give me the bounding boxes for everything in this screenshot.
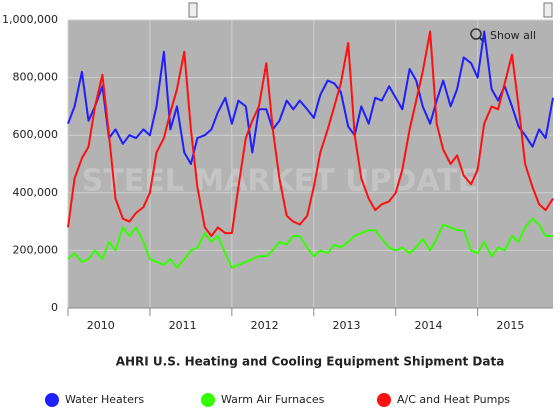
series-line: [67, 217, 553, 269]
chart-title: AHRI U.S. Heating and Cooling Equipment …: [116, 355, 505, 369]
legend-item[interactable]: Warm Air Furnaces: [201, 393, 325, 407]
series-lines: [67, 30, 554, 269]
legend-item[interactable]: Water Heaters: [45, 393, 144, 407]
zoom-icon: [470, 28, 482, 40]
y-tick-label: 800,000: [13, 71, 59, 84]
y-tick-label: 1,000,000: [2, 13, 58, 26]
navigator-handle[interactable]: [543, 2, 553, 18]
legend-marker: [45, 393, 59, 407]
legend-label: Warm Air Furnaces: [221, 393, 325, 406]
x-tick-label: 2015: [496, 319, 524, 332]
x-tick-label: 2010: [87, 319, 115, 332]
legend-marker: [201, 393, 215, 407]
y-tick-label: 200,000: [13, 243, 59, 256]
x-tick-label: 2012: [251, 319, 279, 332]
x-tick-label: 2011: [169, 319, 197, 332]
x-tick-label: 2013: [333, 319, 361, 332]
legend-item[interactable]: A/C and Heat Pumps: [377, 393, 510, 407]
y-tick-label: 0: [51, 301, 58, 314]
legend-marker: [377, 393, 391, 407]
navigator-handle[interactable]: [188, 2, 198, 18]
plot-background: [68, 20, 553, 308]
y-tick-label: 400,000: [13, 186, 59, 199]
series-line: [67, 30, 554, 165]
x-tick-label: 2014: [414, 319, 442, 332]
y-tick-label: 600,000: [13, 128, 59, 141]
series-line: [67, 30, 554, 237]
legend-label: Water Heaters: [65, 393, 144, 406]
show-all-button[interactable]: Show all: [490, 29, 536, 42]
zoom-button[interactable]: Show all: [470, 28, 536, 43]
legend-label: A/C and Heat Pumps: [397, 393, 510, 406]
